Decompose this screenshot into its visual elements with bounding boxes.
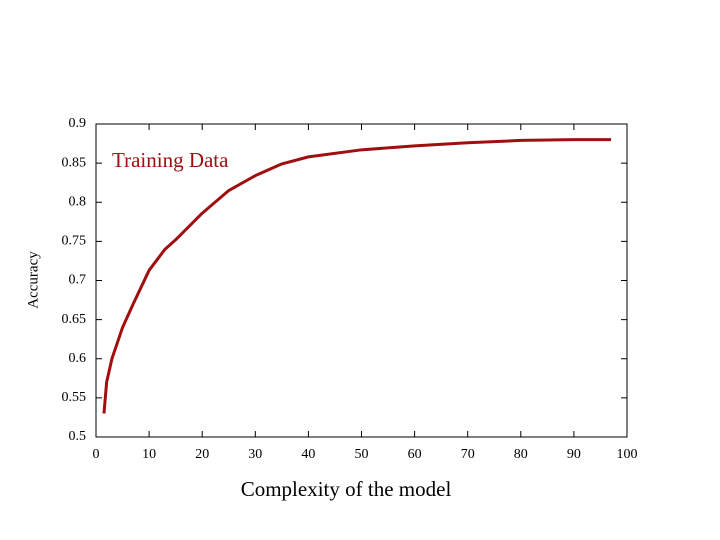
y-axis-label: Accuracy [25, 251, 41, 309]
x-tick-label: 90 [567, 447, 581, 462]
y-tick-label: 0.5 [69, 429, 87, 444]
x-tick-label: 50 [355, 447, 369, 462]
y-tick-label: 0.65 [62, 312, 87, 327]
x-tick-label: 30 [248, 447, 262, 462]
y-tick-label: 0.55 [62, 390, 87, 405]
y-tick-label: 0.85 [62, 155, 87, 170]
y-tick-label: 0.8 [69, 194, 87, 209]
data-line [102, 138, 612, 414]
x-axis-label: Complexity of the model [241, 477, 452, 501]
y-tick-label: 0.6 [69, 351, 87, 366]
x-tick-label: 0 [93, 447, 100, 462]
x-tick-label: 40 [301, 447, 315, 462]
annotation: Training Data [112, 148, 229, 172]
x-tick-label: 80 [514, 447, 528, 462]
x-tick-label: 70 [461, 447, 475, 462]
x-tick-label: 20 [195, 447, 209, 462]
y-tick-label: 0.75 [62, 234, 87, 249]
y-tick-label: 0.7 [69, 273, 87, 288]
y-tick-label: 0.9 [69, 116, 87, 131]
x-tick-label: 60 [408, 447, 422, 462]
x-tick-label: 100 [617, 447, 638, 462]
x-tick-label: 10 [142, 447, 156, 462]
